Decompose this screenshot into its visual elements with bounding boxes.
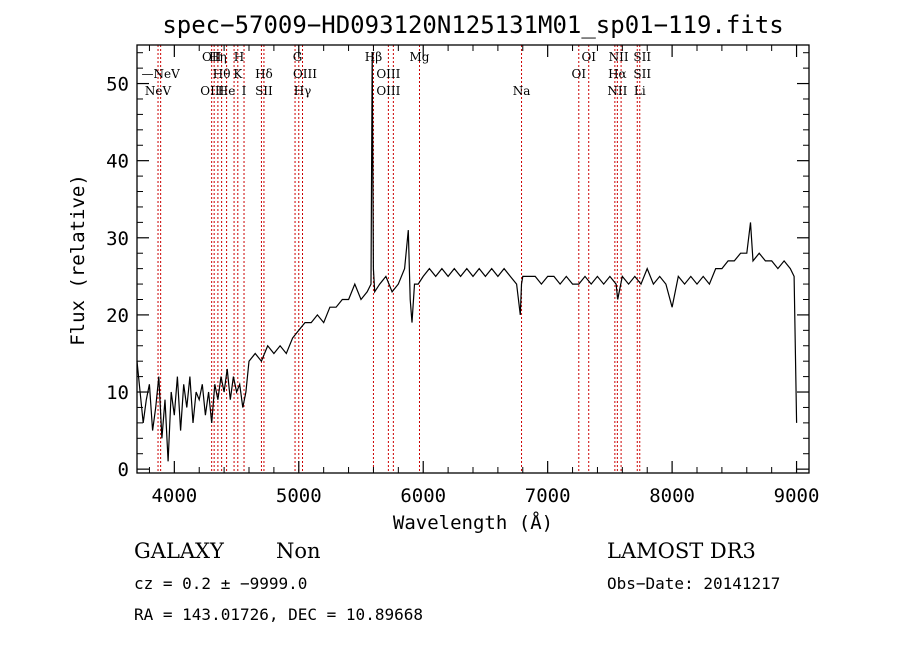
line-label: NeV (145, 84, 172, 98)
line-label: Hα (608, 67, 627, 81)
object-class: GALAXY (134, 539, 225, 563)
line-label: OIII (200, 84, 224, 98)
line-label: G (293, 50, 303, 64)
x-tick-label: 8000 (649, 485, 695, 507)
line-label: SII (633, 67, 651, 81)
line-markers (157, 45, 641, 473)
line-label: OI (571, 67, 586, 81)
y-tick-label: 10 (106, 382, 129, 404)
line-label: Na (513, 84, 531, 98)
line-label: SII (255, 84, 273, 98)
line-label: —NeV (142, 67, 181, 81)
x-axis: 4000 5000 6000 7000 8000 9000 (148, 45, 820, 507)
x-tick-label: 4000 (151, 485, 197, 507)
x-tick-label: 7000 (525, 485, 571, 507)
line-label: I (242, 84, 247, 98)
spectrum-series-line (136, 52, 798, 462)
survey-name: LAMOST DR3 (607, 539, 756, 563)
line-label: OIII (376, 84, 400, 98)
coordinates-readout: RA = 143.01726, DEC = 10.89668 (134, 605, 423, 624)
y-tick-label: 20 (106, 305, 129, 327)
line-label: Li (634, 84, 646, 98)
y-axis-label: Flux (relative) (67, 174, 89, 346)
line-label: SII (633, 50, 651, 64)
object-subclass: Non (276, 539, 321, 563)
chart-title: spec−57009−HD093120N125131M01_sp01−119.f… (162, 11, 783, 39)
y-tick-label: 40 (106, 151, 129, 173)
line-label: OI (581, 50, 596, 64)
x-tick-label: 5000 (276, 485, 322, 507)
x-axis-label: Wavelength (Å) (393, 511, 553, 534)
line-label: Mg (410, 50, 430, 64)
line-label: Hγ (294, 84, 312, 98)
redshift-readout: cz = 0.2 ± −9999.0 (134, 574, 307, 593)
line-label: Hη (209, 50, 227, 64)
line-labels: NeV —NeV OII OIII Hη Hθ He HKI Hδ SII G OIII Hγ Hβ OII… (142, 50, 652, 98)
y-tick-label: 50 (106, 74, 129, 96)
y-tick-label: 30 (106, 228, 129, 250)
line-label: OIII (376, 67, 400, 81)
line-label: OII (202, 50, 222, 64)
x-tick-label: 6000 (400, 485, 446, 507)
observation-date: Obs−Date: 20141217 (607, 574, 780, 593)
y-axis: 0 10 20 30 40 50 (106, 52, 809, 481)
line-label: NII (609, 50, 629, 64)
x-tick-label: 9000 (774, 485, 820, 507)
line-label: Hβ (365, 50, 382, 64)
y-tick-label: 0 (118, 459, 129, 481)
line-label: K (233, 67, 243, 81)
line-label: Hθ (213, 67, 231, 81)
line-label: H (234, 50, 244, 64)
line-label: OIII (293, 67, 317, 81)
line-label: NII (607, 84, 627, 98)
line-label: He (218, 84, 236, 98)
line-label: Hδ (255, 67, 273, 81)
